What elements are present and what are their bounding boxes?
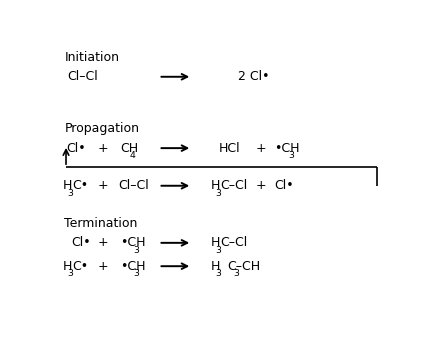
Text: Initiation: Initiation [64, 51, 119, 64]
Text: 4: 4 [130, 151, 136, 160]
Text: C•: C• [73, 179, 89, 192]
Text: C–Cl: C–Cl [221, 179, 248, 192]
Text: +: + [98, 236, 108, 249]
Text: Cl•: Cl• [66, 142, 85, 155]
Text: Propagation: Propagation [64, 122, 139, 135]
Text: 3: 3 [288, 151, 294, 160]
Text: •CH: •CH [120, 260, 145, 273]
Text: +: + [98, 142, 108, 155]
Text: C•: C• [73, 260, 89, 273]
Text: 3: 3 [215, 269, 221, 278]
Text: 3: 3 [233, 269, 239, 278]
Text: +: + [98, 260, 108, 273]
Text: Termination: Termination [64, 217, 138, 230]
Text: Cl•: Cl• [275, 179, 294, 192]
Text: •CH: •CH [275, 142, 300, 155]
Text: 3: 3 [215, 188, 221, 197]
Text: H: H [210, 179, 220, 192]
Text: CH: CH [120, 142, 138, 155]
Text: H: H [62, 179, 72, 192]
Text: +: + [98, 179, 108, 192]
Text: C–CH: C–CH [227, 260, 260, 273]
Text: 3: 3 [67, 188, 73, 197]
Text: 2 Cl•: 2 Cl• [237, 70, 269, 83]
Text: C–Cl: C–Cl [221, 236, 248, 249]
Text: Cl–Cl: Cl–Cl [68, 70, 99, 83]
Text: 3: 3 [133, 269, 139, 278]
Text: H: H [210, 236, 220, 249]
Text: 3: 3 [67, 269, 73, 278]
Text: H: H [210, 260, 220, 273]
Text: 3: 3 [133, 246, 139, 255]
Text: +: + [256, 142, 266, 155]
Text: HCl: HCl [219, 142, 241, 155]
Text: 3: 3 [215, 246, 221, 255]
Text: Cl–Cl: Cl–Cl [118, 179, 149, 192]
Text: •CH: •CH [120, 236, 145, 249]
Text: H: H [62, 260, 72, 273]
Text: +: + [256, 179, 266, 192]
Text: Cl•: Cl• [71, 236, 91, 249]
